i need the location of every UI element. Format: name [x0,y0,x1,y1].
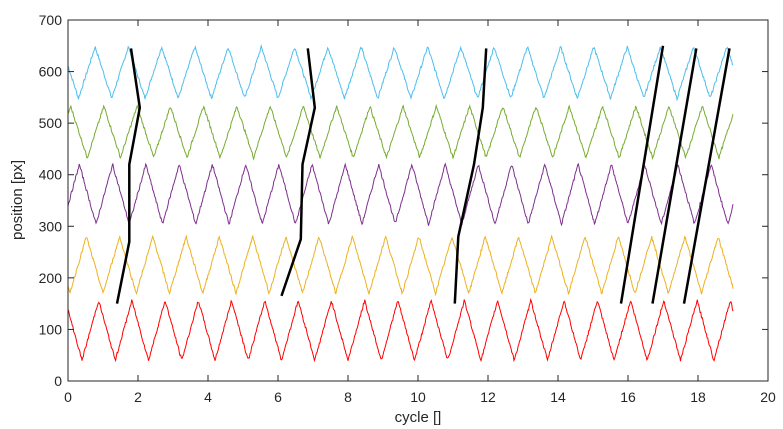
annotation-line-3 [453,48,488,304]
y-tick-label: 600 [39,64,63,80]
x-tick-label: 4 [204,389,212,405]
annotation-line-2 [280,48,317,297]
y-tick-label: 100 [39,321,63,337]
y-tick-label: 400 [39,167,63,183]
series-line-5 [67,297,734,363]
plot-area [68,20,768,381]
x-tick-label: 10 [410,389,426,405]
x-tick-label: 6 [274,389,282,405]
x-tick-label: 2 [134,389,142,405]
annotation-line-1 [115,48,142,304]
series-line-4 [67,234,734,297]
y-tick-label: 0 [54,373,62,389]
x-tick-label: 8 [344,389,352,405]
annotation-line-6 [682,48,731,304]
x-tick-label: 14 [550,389,566,405]
y-axis-label: position [px] [9,160,26,240]
series-line-3 [67,162,734,227]
y-tick-label: 700 [39,12,63,28]
series-line-2 [67,103,734,161]
x-tick-label: 16 [620,389,636,405]
y-ticks: 0 100 200 300 400 500 600 700 [39,12,768,389]
x-axis-label: cycle [] [395,409,442,426]
annotation-layer [115,45,731,304]
x-tick-label: 0 [64,389,72,405]
annotation-line-4 [619,45,665,304]
x-ticks: 0 2 4 6 8 10 12 14 16 18 20 [64,20,776,405]
x-tick-label: 20 [760,389,776,405]
annotation-line-5 [651,48,698,304]
y-tick-label: 200 [39,270,63,286]
series-layer [67,44,734,363]
x-tick-label: 18 [690,389,706,405]
x-tick-label: 12 [480,389,496,405]
series-line-1 [67,44,734,102]
y-tick-label: 500 [39,115,63,131]
y-tick-label: 300 [39,218,63,234]
